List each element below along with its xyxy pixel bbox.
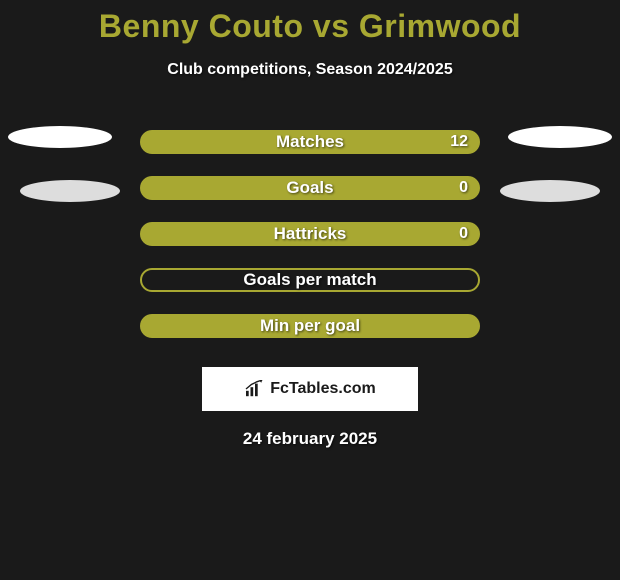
stat-label: Min per goal <box>260 316 360 336</box>
subtitle: Club competitions, Season 2024/2025 <box>0 61 620 79</box>
stat-value: 12 <box>450 133 468 151</box>
stat-row: Min per goal <box>0 303 620 349</box>
stat-bar-goals-per-match: Goals per match <box>140 268 480 292</box>
page-title: Benny Couto vs Grimwood <box>0 0 620 45</box>
stat-row: Matches 12 <box>0 119 620 165</box>
stat-value: 0 <box>459 179 468 197</box>
logo-box: FcTables.com <box>202 367 418 411</box>
date-line: 24 february 2025 <box>0 429 620 449</box>
stat-row: Goals 0 <box>0 165 620 211</box>
stat-value: 0 <box>459 225 468 243</box>
stat-bar-hattricks: Hattricks 0 <box>140 222 480 246</box>
stat-bar-goals: Goals 0 <box>140 176 480 200</box>
stats-area: Matches 12 Goals 0 Hattricks 0 Goals per… <box>0 119 620 349</box>
stat-row: Hattricks 0 <box>0 211 620 257</box>
stat-label: Goals <box>286 178 333 198</box>
stat-label: Goals per match <box>243 270 376 290</box>
stat-bar-min-per-goal: Min per goal <box>140 314 480 338</box>
logo-text: FcTables.com <box>270 380 376 398</box>
stat-label: Matches <box>276 132 344 152</box>
logo-inner: FcTables.com <box>244 380 376 398</box>
chart-icon <box>244 380 266 398</box>
stat-row: Goals per match <box>0 257 620 303</box>
stat-label: Hattricks <box>274 224 347 244</box>
chart-container: Benny Couto vs Grimwood Club competition… <box>0 0 620 449</box>
stat-bar-matches: Matches 12 <box>140 130 480 154</box>
